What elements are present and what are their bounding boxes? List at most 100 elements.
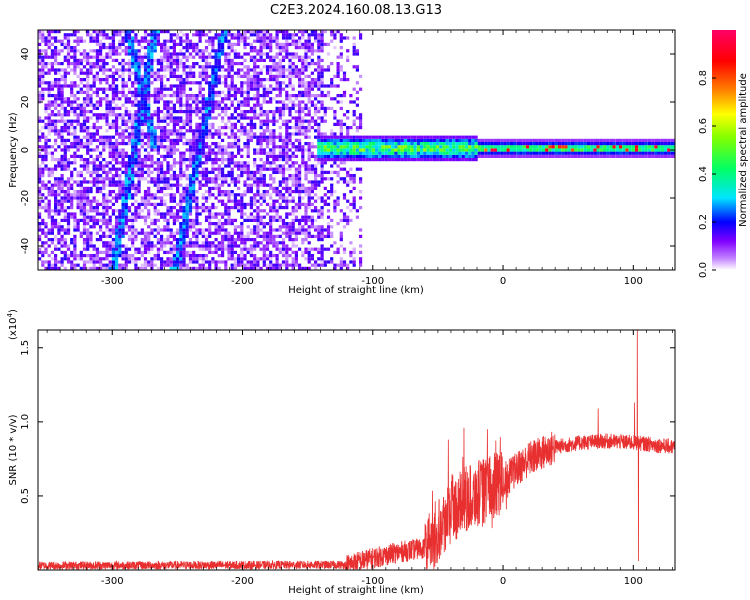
spectrogram-cell [275,212,279,216]
spectrogram-cell [134,78,138,82]
spectrogram-cell [137,49,141,53]
spectrogram-cell [204,154,209,158]
spectrogram-cell [291,116,295,120]
spectrogram-cell [60,100,64,104]
spectrogram-cell [195,129,199,133]
spectrogram-cell [352,100,356,104]
spectrogram-cell [118,250,122,254]
spectrogram-cell [182,122,186,126]
spectrogram-cell [115,199,119,203]
spectrogram-cell [134,154,138,158]
spectrogram-cell [221,145,225,149]
spectrogram-cell [246,103,250,107]
spectrogram-cell [63,254,67,258]
spectrogram-cell [265,154,270,158]
spectrogram-cell [99,151,103,155]
spectrogram-cell [188,177,193,181]
spectrogram-cell [240,263,244,267]
spectrogram-cell [192,174,196,178]
spectrogram-cell [185,206,189,210]
spectrogram-cell [95,103,99,107]
spectrogram-cell [253,84,257,88]
spectrogram-cell [281,119,286,123]
spectrogram-cell [105,119,109,123]
spectrogram-cell [224,263,228,267]
spectrogram-cell [92,161,96,165]
spectrogram-cell [70,81,74,85]
spectrogram-cell [79,212,83,216]
spectrogram-cell [66,231,71,235]
spectrogram-cell [275,71,279,75]
spectrogram-cell [60,244,64,248]
spectrogram-cell [86,87,90,91]
spectrogram-cell [326,177,331,181]
spectrogram-cell [233,94,237,98]
spectrogram-cell [243,58,247,62]
spectrogram-cell [118,231,122,235]
spectrogram-cell [140,58,144,62]
spectrogram-cell [246,225,250,229]
spectrogram-cell [253,132,257,136]
spectrogram-cell [41,49,45,53]
spectrogram-cell [102,266,106,270]
spectrogram-cell [201,231,205,235]
spectrogram-cell [150,132,154,136]
spectrogram-cell [336,71,340,75]
spectrogram-cell [269,196,273,200]
spectrogram-cell [217,199,221,203]
spectrogram-cell [310,180,314,184]
spectrogram-cell [163,132,167,136]
spectrogram-cell [269,186,273,190]
spectrogram-cell [314,186,318,190]
spectrogram-cell [352,199,356,203]
spectrogram-cell [176,148,180,152]
spectrogram-cell [163,193,167,197]
spectrogram-cell [156,78,160,82]
spectrogram-cell [275,42,279,46]
spectrogram-cell [60,78,64,82]
spectrogram-cell [124,215,128,219]
spectrogram-cell [79,154,83,158]
spectrogram-cell [82,228,87,232]
spectrogram-cell [285,52,289,56]
spectrogram-cell [265,266,270,270]
spectrogram-cell [288,62,292,66]
spectrogram-cell [131,170,135,174]
spectrogram-cell [134,145,138,149]
spectrogram-cell [172,266,176,270]
spectrogram-cell [102,65,106,69]
spectrogram-cell [211,241,215,245]
spectrogram-cell [278,170,282,174]
spectrogram-cell [163,244,167,248]
spectrogram-cell [57,238,61,242]
spectrogram-cell [336,148,340,152]
spectrogram-cell [118,247,122,251]
spectrogram-cell [208,97,212,101]
spectrogram-cell [137,52,141,56]
spectrogram-cell [179,215,183,219]
spectrogram-cell [150,68,154,72]
spectrogram-cell [147,113,151,117]
spectrogram-cell [342,158,347,162]
spectrogram-cell [192,206,196,210]
spectrogram-cell [336,154,340,158]
spectrogram-cell [92,126,96,130]
spectrogram-cell [147,52,151,56]
spectrogram-cell [272,55,276,59]
spectrogram-cell [230,199,234,203]
spectrogram-cell [291,87,295,91]
spectrogram-cell [278,167,282,171]
spectrogram-cell [95,74,99,78]
spectrogram-cell [143,263,148,267]
spectrogram-cell [278,110,282,114]
spectrogram-cell [143,222,148,226]
spectrogram-cell [320,247,324,251]
spectrogram-cell [246,170,250,174]
spectrogram-cell [301,186,305,190]
spectrogram-cell [134,183,138,187]
spectrogram-cell [95,247,99,251]
spectrogram-cell [137,151,141,155]
spectrogram-cell [166,206,170,210]
spectrogram-cell [92,148,96,152]
spectrogram-cell [253,196,257,200]
